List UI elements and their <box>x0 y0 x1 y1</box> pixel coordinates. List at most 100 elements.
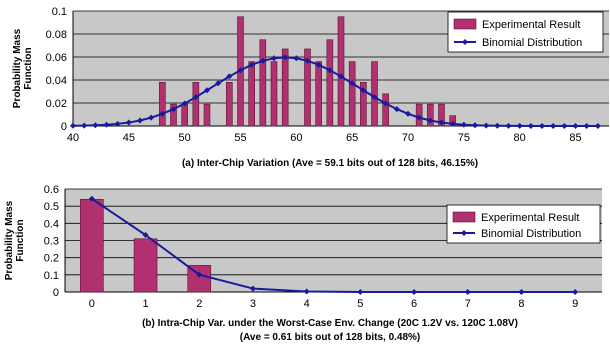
bar <box>360 82 367 127</box>
legend-swatch-bar <box>452 211 476 223</box>
binomial-point <box>382 100 389 107</box>
bar <box>192 82 200 127</box>
bar <box>226 82 233 127</box>
bar <box>371 61 378 127</box>
x-tick-label: 4 <box>304 298 310 310</box>
legend-label-experimental: Experimental Result <box>482 19 580 31</box>
binomial-point <box>561 123 568 129</box>
x-tick-label: 5 <box>357 298 363 310</box>
binomial-point <box>483 122 490 129</box>
y-tick-label: 0.1 <box>52 6 67 18</box>
chart-caption: (b) Intra-Chip Var. under the Worst-Case… <box>142 318 518 329</box>
bar <box>203 103 211 127</box>
binomial-point <box>449 120 456 127</box>
binomial-point <box>293 55 300 62</box>
y-tick-label: 0 <box>53 287 59 299</box>
binomial-point <box>81 122 88 129</box>
binomial-line <box>91 197 576 293</box>
legend-swatch-bar <box>453 18 477 30</box>
bar <box>438 103 445 127</box>
x-tick-label: 2 <box>196 298 202 310</box>
chart-inter-chip: 0 0.02 0.04 0.06 0.08 0.1 40 45 50 55 60 65 70 75 80 85… <box>12 6 609 169</box>
binomial-point <box>249 285 256 292</box>
x-tick-label: 70 <box>402 132 414 144</box>
binomial-point <box>338 73 344 80</box>
binomial-point <box>192 94 199 101</box>
bar <box>304 48 311 127</box>
x-tick-label: 45 <box>123 132 135 144</box>
y-tick-label: 0.2 <box>44 253 59 265</box>
legend-label-binomial: Binomial Distribution <box>481 228 581 240</box>
x-tick-label: 60 <box>290 132 302 144</box>
binomial-point <box>215 80 222 87</box>
legend: Experimental Result Binomial Distribution <box>447 11 604 53</box>
binomial-point <box>464 289 471 295</box>
x-tick-label: 80 <box>514 132 526 144</box>
binomial-point <box>226 73 233 80</box>
binomial-point <box>326 67 333 74</box>
x-tick-label: 75 <box>458 132 470 144</box>
bar <box>170 103 177 127</box>
legend: Experimental Result Binomial Distribution <box>446 204 601 244</box>
y-tick-label: 0.4 <box>44 218 59 230</box>
binomial-point <box>357 288 364 295</box>
binomial-point <box>204 87 210 94</box>
binomial-point <box>142 232 149 239</box>
binomial-point <box>303 288 310 295</box>
x-tick-label: 6 <box>411 298 417 310</box>
y-tick-label: 0.06 <box>46 52 67 64</box>
bar <box>326 39 334 127</box>
legend-marker <box>462 39 468 45</box>
bar <box>270 61 278 127</box>
binomial-point <box>438 119 445 126</box>
y-tick-label: 0.04 <box>46 75 67 87</box>
bar <box>427 103 434 127</box>
y-tick-label: 0.1 <box>44 270 59 282</box>
binomial-point <box>393 106 400 113</box>
binomial-point <box>360 87 367 94</box>
binomial-point <box>516 122 523 129</box>
y-axis-label: Probability MassFunction <box>4 200 26 280</box>
y-tick-label: 0.3 <box>44 236 59 248</box>
binomial-point <box>472 122 478 129</box>
binomial-point <box>282 54 289 61</box>
bar <box>337 16 345 127</box>
x-tick-label: 55 <box>234 132 246 144</box>
binomial-point <box>427 117 434 124</box>
binomial-point <box>505 122 512 129</box>
binomial-point <box>594 123 601 129</box>
legend-label-binomial: Binomial Distribution <box>482 37 582 49</box>
x-tick-label: 3 <box>250 298 256 310</box>
binomial-point <box>460 121 467 128</box>
legend-marker <box>461 230 467 236</box>
binomial-point <box>170 106 177 113</box>
binomial-point <box>416 114 423 121</box>
y-tick-label: 0.02 <box>46 98 67 110</box>
y-tick-label: 0.6 <box>44 184 59 196</box>
binomial-point <box>125 119 132 126</box>
bar <box>133 238 158 293</box>
binomial-point <box>572 123 579 129</box>
x-tick-label: 40 <box>67 132 79 144</box>
x-tick-label: 8 <box>518 298 524 310</box>
y-tick-label: 0.5 <box>44 201 59 213</box>
chart-caption-line2: (Ave = 0.61 bits out of 128 bits, 0.48%) <box>240 332 421 343</box>
x-tick-label: 1 <box>142 298 148 310</box>
x-tick-label: 50 <box>179 132 191 144</box>
x-tick-label: 85 <box>569 132 581 144</box>
x-tick-label: 0 <box>89 298 95 310</box>
binomial-point <box>148 114 155 121</box>
binomial-point <box>405 110 411 117</box>
x-tick-label: 7 <box>465 298 471 310</box>
binomial-point <box>181 100 188 107</box>
bar <box>315 61 322 127</box>
y-axis-label: Probability MassFunction <box>12 28 34 108</box>
y-tick-label: 0.08 <box>46 29 67 41</box>
binomial-point <box>88 195 95 202</box>
binomial-point <box>159 110 166 117</box>
y-tick-label: 0 <box>61 121 67 133</box>
binomial-point <box>371 94 378 101</box>
binomial-point <box>259 57 266 64</box>
